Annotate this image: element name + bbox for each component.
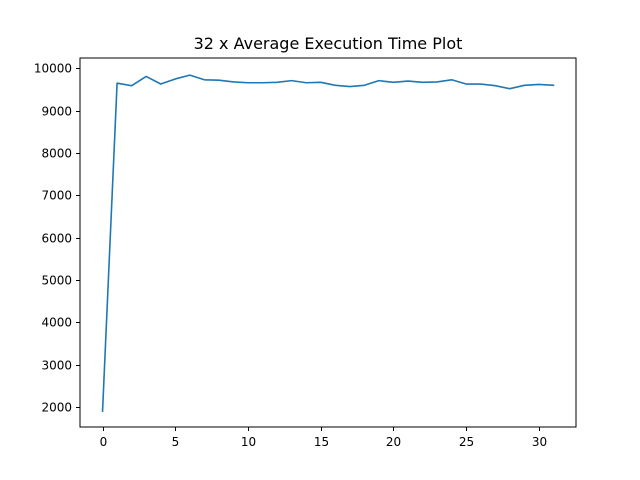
data-point xyxy=(175,78,176,79)
y-tick-label: 10000 xyxy=(34,62,72,76)
y-tick-label: 3000 xyxy=(41,359,72,373)
data-point xyxy=(437,81,438,82)
data-point xyxy=(524,85,525,86)
axes-frame xyxy=(79,57,577,428)
data-point xyxy=(291,80,292,81)
data-point xyxy=(335,85,336,86)
series-line xyxy=(101,74,555,412)
data-point xyxy=(451,79,452,80)
y-tick-label: 7000 xyxy=(41,189,72,203)
data-point xyxy=(204,79,205,80)
data-point xyxy=(160,84,161,85)
chart-title: 32 x Average Execution Time Plot xyxy=(194,34,463,53)
x-tick-label: 20 xyxy=(386,435,401,449)
y-tick-label: 8000 xyxy=(41,147,72,161)
data-point xyxy=(422,82,423,83)
data-point xyxy=(553,85,554,86)
data-point xyxy=(378,80,379,81)
data-point xyxy=(262,82,263,83)
data-point xyxy=(364,85,365,86)
data-point xyxy=(320,82,321,83)
x-tick-label: 25 xyxy=(459,435,474,449)
data-point xyxy=(509,88,510,89)
y-tick-label: 4000 xyxy=(41,316,72,330)
data-point xyxy=(248,82,249,83)
data-point xyxy=(408,81,409,82)
data-point xyxy=(277,82,278,83)
data-point xyxy=(131,85,132,86)
x-tick-label: 10 xyxy=(241,435,256,449)
x-tick-label: 0 xyxy=(100,435,108,449)
y-tick-label: 6000 xyxy=(41,232,72,246)
data-point xyxy=(189,75,190,76)
data-point xyxy=(117,83,118,84)
data-point xyxy=(146,76,147,77)
x-tick-label: 5 xyxy=(172,435,180,449)
data-point xyxy=(480,84,481,85)
data-point xyxy=(466,84,467,85)
data-point xyxy=(306,82,307,83)
data-point xyxy=(393,82,394,83)
data-point xyxy=(233,81,234,82)
plot-area: 0 5 10 15 20 25 30 2000 3000 4000 5000 6000 7000 8000… xyxy=(34,57,577,449)
data-point xyxy=(538,84,539,85)
data-point xyxy=(349,86,350,87)
data-point xyxy=(218,80,219,81)
x-tick-label: 30 xyxy=(532,435,547,449)
data-point xyxy=(495,85,496,86)
x-tick-label: 15 xyxy=(314,435,329,449)
data-point xyxy=(102,411,103,412)
y-tick-label: 9000 xyxy=(41,105,72,119)
y-tick-label: 5000 xyxy=(41,274,72,288)
y-tick-label: 2000 xyxy=(41,401,72,415)
